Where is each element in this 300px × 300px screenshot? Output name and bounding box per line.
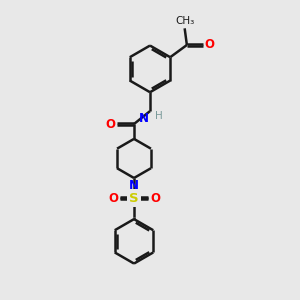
Text: CH₃: CH₃: [175, 16, 194, 26]
Text: N: N: [129, 179, 139, 192]
Text: O: O: [150, 191, 160, 205]
Text: N: N: [139, 112, 149, 125]
Text: O: O: [205, 38, 215, 52]
Text: H: H: [155, 111, 163, 121]
Text: O: O: [105, 118, 115, 130]
Text: O: O: [108, 191, 118, 205]
Text: S: S: [129, 191, 139, 205]
